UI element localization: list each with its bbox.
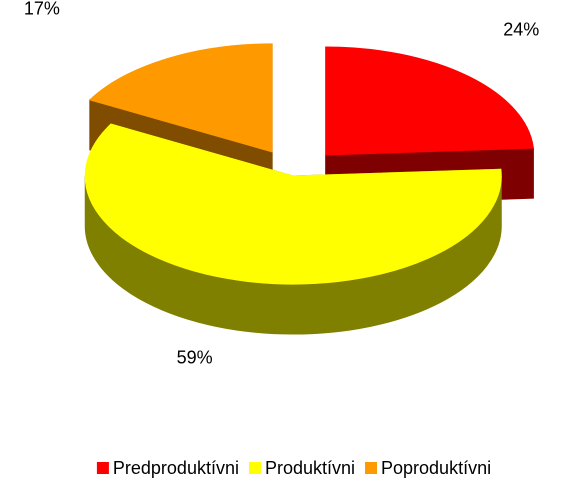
slice bbox=[84, 123, 502, 285]
data-label: 24% bbox=[503, 20, 539, 40]
slice bbox=[325, 46, 534, 156]
legend-swatch bbox=[365, 462, 378, 474]
data-label: 17% bbox=[24, 0, 60, 19]
slice bbox=[88, 43, 273, 153]
legend-swatch bbox=[248, 462, 261, 474]
legend-label: Produktívni bbox=[265, 458, 355, 478]
legend-label: Predproduktívni bbox=[113, 458, 239, 478]
legend-label: Poproduktívni bbox=[381, 458, 491, 478]
legend-swatch bbox=[96, 462, 109, 474]
data-label: 59% bbox=[177, 348, 213, 368]
